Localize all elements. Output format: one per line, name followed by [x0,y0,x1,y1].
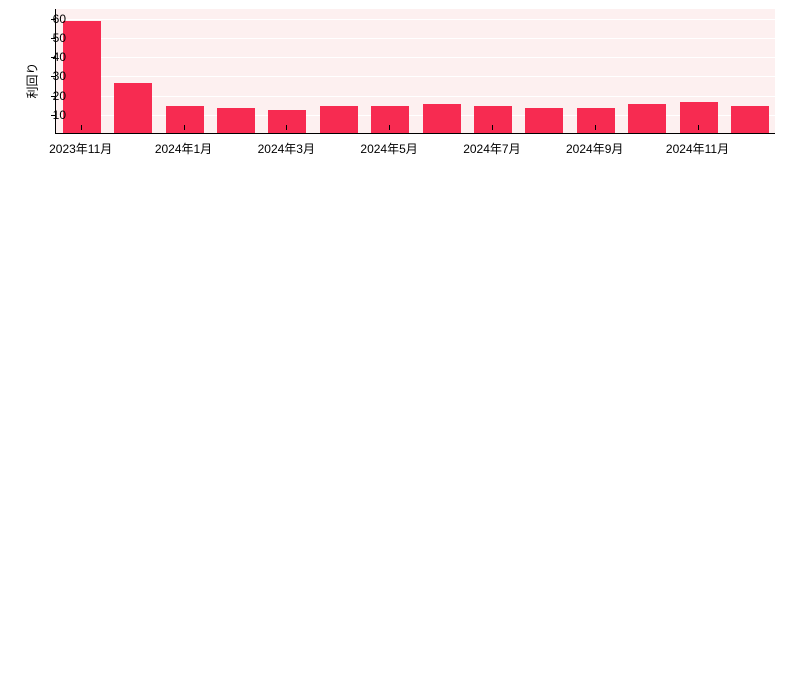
grid-line [56,76,776,77]
bar [268,110,306,133]
y-tick-label: 10 [26,108,66,122]
x-tick [81,125,82,130]
x-tick-label: 2024年5月 [360,140,417,157]
bar [114,83,152,133]
x-tick-label: 2024年3月 [258,140,315,157]
x-tick-label: 2023年11月 [49,140,112,157]
x-tick [595,125,596,130]
bar [731,106,769,133]
bar [525,108,563,133]
grid-line [56,38,776,39]
x-tick [492,125,493,130]
x-tick [698,125,699,130]
bar [371,106,409,133]
bar [166,106,204,133]
y-tick-label: 20 [26,89,66,103]
grid-line [56,19,776,20]
bar [63,21,101,133]
bar [423,104,461,133]
plot-area [55,9,775,134]
x-tick-label: 2024年9月 [566,140,623,157]
bar [577,108,615,133]
x-tick [184,125,185,130]
bar [680,102,718,133]
grid-line [56,57,776,58]
x-tick [389,125,390,130]
grid-line [56,96,776,97]
y-tick-label: 30 [26,69,66,83]
x-tick [286,125,287,130]
x-tick-label: 2024年7月 [463,140,520,157]
y-tick-label: 50 [26,31,66,45]
bar [217,108,255,133]
bar [628,104,666,133]
bar [474,106,512,133]
bar-chart [55,9,775,149]
x-tick-label: 2024年1月 [155,140,212,157]
grid-line [56,115,776,116]
bar [320,106,358,133]
y-tick-label: 40 [26,50,66,64]
x-tick-label: 2024年11月 [666,140,729,157]
y-tick-label: 60 [26,12,66,26]
